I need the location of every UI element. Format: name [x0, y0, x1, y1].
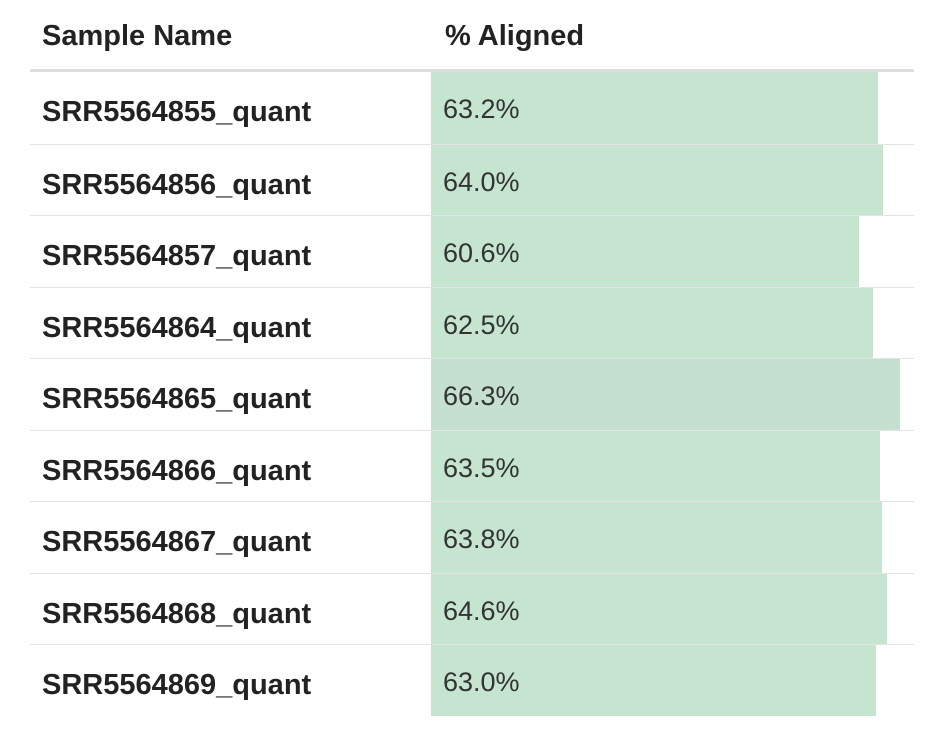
percent-aligned-cell: 62.5% [431, 287, 914, 358]
percent-aligned-cell: 63.2% [431, 72, 914, 144]
table-row: SRR5564866_quant 63.5% [30, 429, 914, 501]
percent-aligned-bar [431, 72, 878, 144]
table-row: SRR5564865_quant 66.3% [30, 358, 914, 430]
percent-aligned-value: 63.8% [443, 524, 520, 554]
table-row: SRR5564855_quant 63.2% [30, 72, 914, 144]
percent-aligned-bar [431, 430, 880, 501]
sample-name-cell: SRR5564867_quant [42, 526, 312, 558]
table-header: Sample Name % Aligned [30, 0, 914, 72]
table-body: SRR5564855_quant 63.2% SRR5564856_quant 64.… [30, 72, 914, 716]
alignment-table: Sample Name % Aligned SRR5564855_quant 63… [30, 0, 914, 716]
table-row: SRR5564864_quant 62.5% [30, 286, 914, 358]
percent-aligned-bar [431, 216, 859, 287]
sample-name-cell: SRR5564864_quant [42, 311, 312, 344]
header-divider [30, 69, 914, 72]
table-row: SRR5564867_quant 63.8% [30, 501, 914, 573]
percent-aligned-bar [431, 502, 882, 573]
sample-name-cell: SRR5564857_quant [42, 240, 312, 272]
table-row: SRR5564856_quant 64.0% [30, 143, 914, 215]
percent-aligned-value: 63.5% [443, 452, 520, 483]
percent-aligned-value: 63.0% [443, 667, 520, 697]
percent-aligned-cell: 63.5% [431, 430, 914, 501]
percent-aligned-cell: 66.3% [431, 359, 914, 430]
percent-aligned-cell: 64.0% [431, 144, 914, 215]
percent-aligned-value: 60.6% [443, 238, 520, 268]
table-row: SRR5564869_quant 63.0% [30, 644, 914, 716]
percent-aligned-cell: 64.6% [431, 573, 914, 644]
percent-aligned-bar [431, 287, 873, 358]
column-header-sample-name[interactable]: Sample Name [42, 20, 233, 52]
percent-aligned-cell: 63.0% [431, 645, 914, 716]
percent-aligned-cell: 63.8% [431, 502, 914, 573]
sample-name-cell: SRR5564866_quant [42, 454, 312, 487]
percent-aligned-bar [431, 144, 883, 215]
table-row: SRR5564857_quant 60.6% [30, 215, 914, 287]
sample-name-cell: SRR5564855_quant [42, 96, 312, 128]
sample-name-cell: SRR5564868_quant [42, 597, 312, 630]
percent-aligned-value: 62.5% [443, 309, 520, 340]
percent-aligned-bar [431, 573, 887, 644]
percent-aligned-bar [431, 359, 900, 430]
sample-name-cell: SRR5564856_quant [42, 168, 312, 201]
sample-name-cell: SRR5564869_quant [42, 669, 312, 701]
table-row: SRR5564868_quant 64.6% [30, 572, 914, 644]
percent-aligned-value: 66.3% [443, 381, 520, 411]
percent-aligned-bar [431, 645, 876, 716]
column-header-percent-aligned[interactable]: % Aligned [445, 20, 585, 52]
percent-aligned-value: 64.0% [443, 166, 520, 197]
percent-aligned-value: 63.2% [443, 94, 520, 124]
percent-aligned-value: 64.6% [443, 595, 520, 626]
sample-name-cell: SRR5564865_quant [42, 383, 312, 415]
percent-aligned-cell: 60.6% [431, 216, 914, 287]
